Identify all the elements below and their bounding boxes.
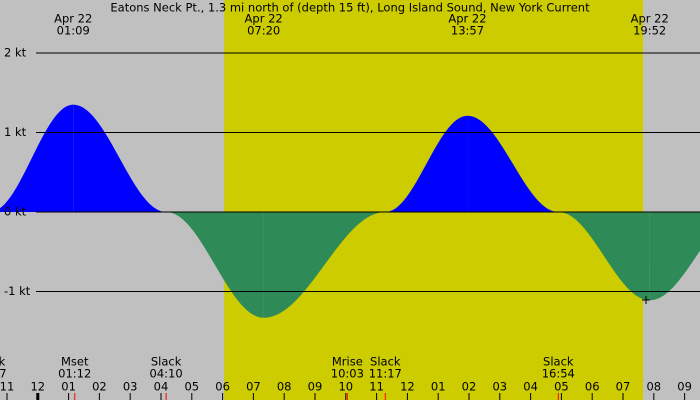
- event-time: 01:12: [58, 367, 91, 381]
- peak-time: 13:57: [451, 24, 484, 38]
- event-time: 10:03: [331, 367, 364, 381]
- x-tick-label: 06: [585, 380, 600, 394]
- x-tick-label: 01: [431, 380, 446, 394]
- x-tick-label: 07: [246, 380, 261, 394]
- event-label: Slack: [543, 355, 574, 369]
- x-tick-label: 12: [400, 380, 415, 394]
- x-tick-label: 10: [338, 380, 353, 394]
- event-label: Slack: [370, 355, 401, 369]
- cursor-marker: [642, 296, 650, 304]
- x-tick-label: 02: [92, 380, 107, 394]
- x-tick-label: 03: [123, 380, 138, 394]
- ebb-area: [649, 212, 700, 301]
- x-tick-label: 11: [0, 380, 14, 394]
- x-tick-label: 08: [646, 380, 661, 394]
- event-time: 22:27: [0, 367, 7, 381]
- x-tick-label: 03: [492, 380, 507, 394]
- peak-date: Apr 22: [631, 12, 669, 26]
- peak-time: 01:09: [57, 24, 90, 38]
- x-tick-label: 12: [30, 380, 45, 394]
- peak-date: Apr 22: [245, 12, 283, 26]
- x-tick-label: 09: [308, 380, 323, 394]
- x-tick-label: 02: [462, 380, 477, 394]
- event-label: Mset: [61, 355, 89, 369]
- peak-time: 07:20: [247, 24, 280, 38]
- event-label: Mrise: [332, 355, 363, 369]
- y-tick-label: -1 kt: [4, 284, 31, 298]
- event-label: Slack: [151, 355, 182, 369]
- event-label: Slack: [0, 355, 6, 369]
- event-time: 04:10: [150, 367, 183, 381]
- flood-area: [385, 115, 468, 212]
- x-tick-label: 04: [154, 380, 169, 394]
- x-tick-label: 05: [554, 380, 569, 394]
- y-tick-label: 0 kt: [4, 205, 27, 219]
- flood-area: [0, 104, 74, 212]
- y-tick-label: 2 kt: [4, 46, 27, 60]
- event-time: 11:17: [369, 367, 402, 381]
- chart-title: Eatons Neck Pt., 1.3 mi north of (depth …: [110, 1, 590, 15]
- x-tick-label: 07: [616, 380, 631, 394]
- x-tick-label: 04: [523, 380, 538, 394]
- x-tick-label: 08: [277, 380, 292, 394]
- y-tick-label: 1 kt: [4, 125, 27, 139]
- ebb-area: [558, 212, 650, 301]
- x-tick-label: 06: [215, 380, 230, 394]
- x-tick-label: 11: [369, 380, 384, 394]
- x-tick-label: 05: [184, 380, 199, 394]
- peak-time: 19:52: [633, 24, 666, 38]
- flood-area: [467, 115, 559, 212]
- x-tick-label: 01: [61, 380, 76, 394]
- peak-date: Apr 22: [54, 12, 92, 26]
- peak-date: Apr 22: [448, 12, 486, 26]
- x-tick-label: 09: [677, 380, 692, 394]
- flood-area: [73, 104, 167, 212]
- event-time: 16:54: [542, 367, 575, 381]
